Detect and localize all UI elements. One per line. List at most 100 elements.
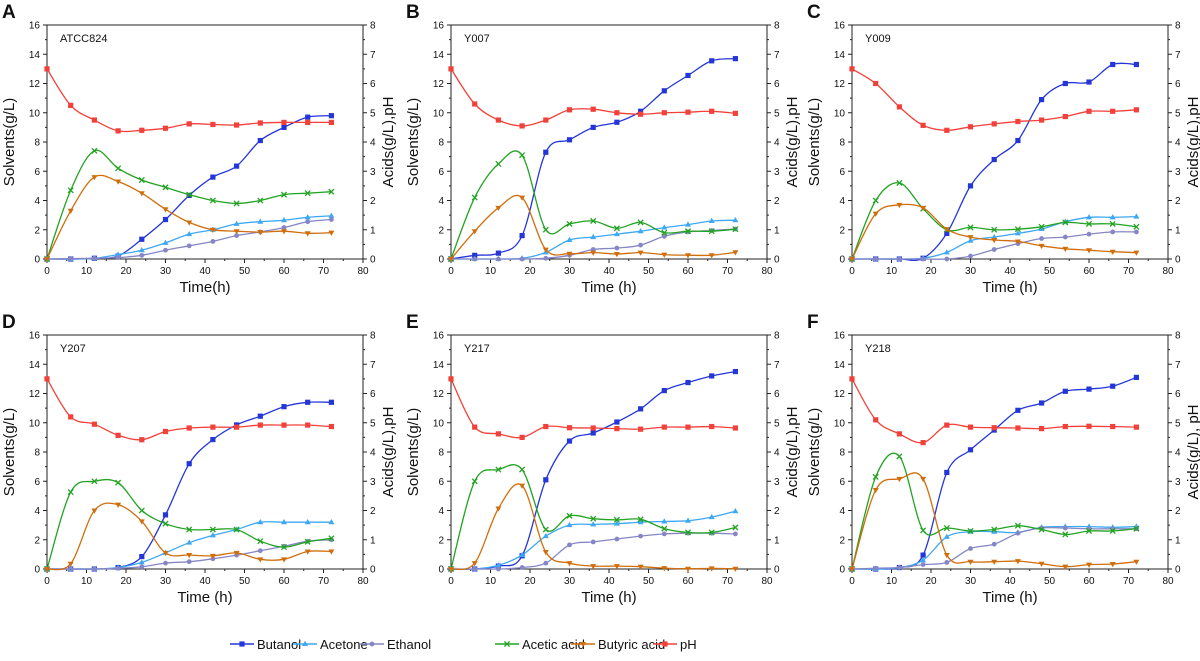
ph-point — [305, 422, 311, 428]
acetic-point — [115, 479, 122, 486]
ph-point — [709, 108, 715, 114]
panel-letter: F — [807, 312, 819, 333]
acetic-point — [519, 466, 526, 473]
ph-point — [1110, 423, 1116, 430]
ethanol-point — [186, 243, 192, 249]
acetone-point — [661, 518, 668, 524]
panel-letter: B — [406, 2, 420, 23]
acetic-point — [233, 200, 240, 207]
ethanol-point — [661, 233, 667, 239]
series-butyric — [44, 502, 335, 573]
ph-point — [543, 423, 549, 430]
butyric-point — [209, 553, 216, 560]
panel-b: 0 10 20 30 40 50 60 70 800246810121416012345678B… — [405, 2, 801, 296]
y-left-axis-label: Solvents(g/L) — [1, 98, 18, 186]
ph-point — [920, 122, 926, 128]
butyric-point — [1062, 246, 1069, 252]
y-right-tick-label: 3 — [370, 477, 376, 488]
ph-point — [1086, 108, 1092, 114]
acetic-point — [566, 220, 573, 227]
ph-point — [305, 119, 311, 126]
y-right-tick-label: 2 — [774, 506, 780, 517]
y-right-tick-label: 0 — [1175, 565, 1181, 576]
ethanol-point — [638, 533, 643, 539]
ph-point — [1133, 107, 1139, 113]
acetic-point — [186, 526, 193, 533]
x-tick-label: 40 — [1004, 576, 1016, 587]
acetone-point — [661, 224, 668, 230]
acetone-point — [138, 559, 145, 565]
butanol-point — [1015, 137, 1021, 144]
y-left-tick-label: 8 — [34, 138, 40, 149]
y-left-tick-label: 14 — [433, 360, 445, 371]
series-butyric — [448, 194, 739, 263]
butyric-point — [138, 191, 145, 197]
y-left-tick-label: 8 — [438, 448, 444, 459]
butanol-point — [543, 149, 549, 155]
ph-point — [91, 117, 97, 123]
acetic-point — [661, 229, 668, 236]
y-right-tick-label: 6 — [1175, 79, 1181, 90]
y-right-tick-label: 7 — [370, 360, 376, 371]
butyric-point — [991, 559, 998, 565]
ethanol-line — [451, 532, 736, 570]
y-right-tick-label: 1 — [370, 535, 376, 546]
y-left-tick-label: 4 — [34, 506, 40, 517]
x-tick-label: 40 — [199, 266, 211, 277]
butyric-point — [519, 195, 526, 201]
butanol-point — [1039, 400, 1045, 406]
butyric-point — [448, 567, 454, 573]
y-right-axis-label: Acids(g/L),pH — [380, 407, 397, 498]
series-ethanol — [44, 217, 334, 262]
y-left-tick-label: 0 — [839, 255, 845, 266]
legend-item-acetic: Acetic acid — [495, 637, 585, 652]
x-tick-label: 50 — [239, 576, 251, 587]
butanol-point — [566, 438, 573, 444]
butyric-line — [851, 472, 1137, 570]
y-right-tick-label: 1 — [1175, 535, 1181, 546]
series-acetone — [448, 508, 739, 571]
butyric-point — [91, 175, 98, 181]
y-right-tick-label: 5 — [774, 108, 780, 119]
y-right-tick-label: 0 — [774, 255, 780, 266]
ph-point — [1015, 118, 1021, 125]
series-butanol — [849, 61, 1139, 262]
y-right-tick-label: 6 — [774, 389, 780, 400]
ethanol-point — [139, 564, 145, 570]
y-left-axis-label: Solvents(g/L) — [405, 98, 422, 186]
series-ph — [448, 376, 738, 440]
y-right-tick-label: 6 — [1175, 389, 1181, 400]
y-left-tick-label: 16 — [834, 21, 846, 32]
acetic-point — [637, 219, 644, 226]
butyric-point — [1086, 562, 1092, 568]
x-tick-label: 80 — [761, 266, 773, 277]
butyric-point — [1014, 239, 1021, 245]
ph-point — [519, 123, 525, 129]
ethanol-point — [567, 542, 572, 548]
y-right-tick-label: 1 — [1175, 225, 1181, 236]
ethanol-point — [115, 255, 121, 260]
legend: Butanol Acetone Ethanol Acetic acid Butyric … — [230, 637, 697, 652]
x-axis-label: Time (h) — [982, 279, 1037, 296]
panel-letter: A — [2, 2, 16, 23]
y-left-tick-label: 14 — [834, 50, 846, 61]
y-right-tick-label: 7 — [774, 50, 780, 61]
butyric-point — [328, 230, 335, 236]
butanol-point — [1086, 79, 1092, 85]
butyric-point — [233, 229, 240, 235]
butanol-point — [709, 58, 715, 64]
y-left-tick-label: 10 — [29, 418, 41, 429]
strain-label: Y007 — [464, 33, 490, 45]
acetic-point — [280, 191, 288, 198]
ethanol-point — [472, 256, 478, 262]
ph-point — [991, 121, 997, 127]
y-left-tick-label: 16 — [29, 331, 41, 342]
ethanol-point — [472, 566, 478, 572]
ethanol-point — [115, 565, 121, 571]
y-right-tick-label: 1 — [774, 225, 780, 236]
butanol-point — [257, 413, 263, 419]
acetic-point — [943, 524, 950, 532]
x-tick-label: 20 — [925, 266, 937, 277]
butyric-point — [967, 235, 974, 241]
series-acetic — [447, 464, 739, 573]
